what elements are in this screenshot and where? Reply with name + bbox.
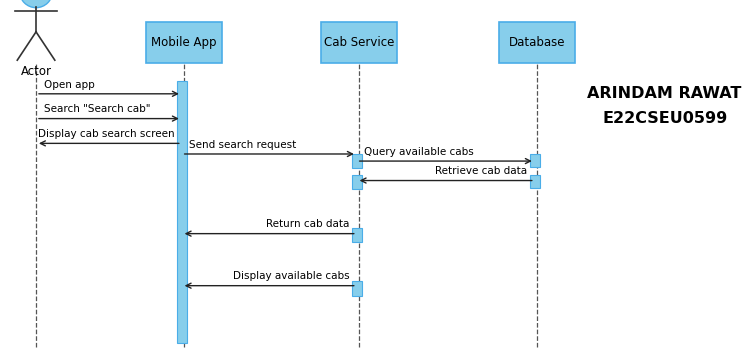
Bar (351, 154, 362, 168)
Text: Cab Service: Cab Service (324, 36, 394, 49)
Text: Display available cabs: Display available cabs (233, 272, 349, 281)
Bar (321, 22, 397, 63)
Bar (530, 154, 540, 167)
Text: Open app: Open app (44, 80, 95, 90)
Bar (351, 175, 362, 189)
Text: Actor: Actor (20, 65, 52, 79)
Text: Retrieve cab data: Retrieve cab data (435, 166, 527, 176)
Ellipse shape (20, 0, 53, 8)
Text: Database: Database (508, 36, 566, 49)
Bar (351, 281, 362, 296)
Bar (351, 228, 362, 242)
Bar (499, 22, 575, 63)
Text: Send search request: Send search request (189, 140, 297, 150)
Text: Query available cabs: Query available cabs (364, 147, 474, 157)
Text: Display cab search screen: Display cab search screen (38, 129, 174, 139)
Text: Mobile App: Mobile App (151, 36, 217, 49)
Bar (530, 175, 540, 188)
Bar (177, 81, 187, 343)
Text: Return cab data: Return cab data (266, 219, 349, 229)
Bar (146, 22, 222, 63)
Text: Search "Search cab": Search "Search cab" (44, 104, 150, 114)
Text: ARINDAM RAWAT
E22CSEU0599: ARINDAM RAWAT E22CSEU0599 (587, 86, 742, 126)
